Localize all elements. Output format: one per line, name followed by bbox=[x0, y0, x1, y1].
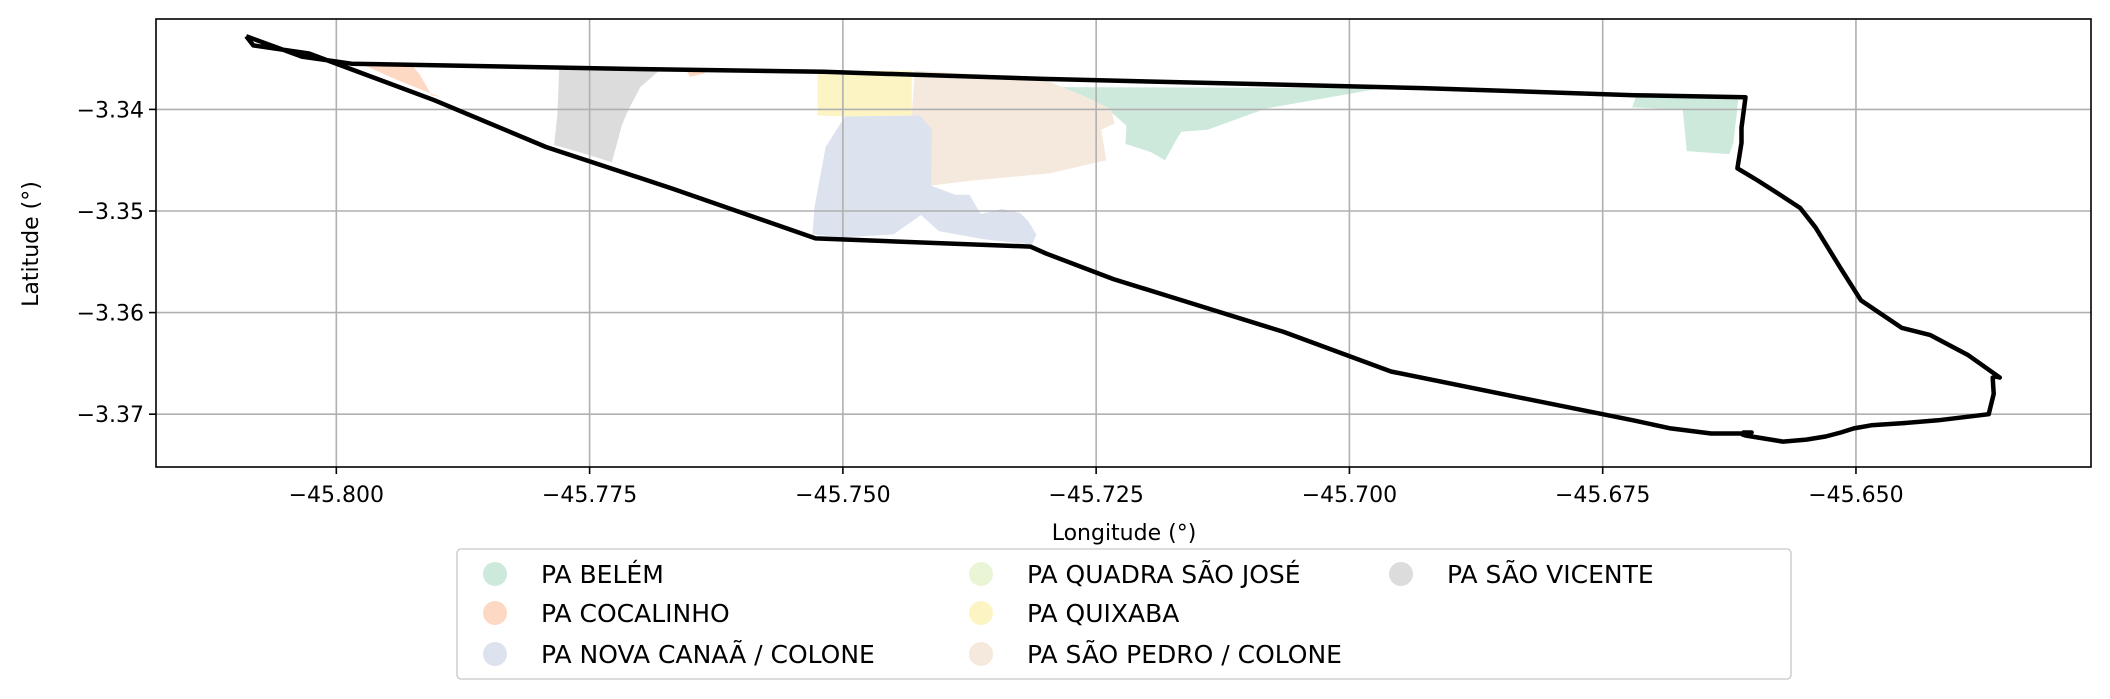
region-pa-cocalinho bbox=[358, 62, 441, 98]
legend-label-pa-sao-vicente: PA SÃO VICENTE bbox=[1447, 559, 1654, 589]
y-axis-title: Latitude (°) bbox=[19, 181, 44, 307]
legend-label-pa-sao-pedro-colone: PA SÃO PEDRO / COLONE bbox=[1027, 639, 1342, 669]
region-pa-belem bbox=[1055, 87, 1382, 161]
x-tick-label: −45.775 bbox=[542, 483, 637, 508]
legend-marker-pa-belem bbox=[483, 562, 507, 586]
y-tick-label: −3.34 bbox=[77, 98, 144, 123]
region-pa-sao-vicente bbox=[554, 66, 663, 163]
legend-label-pa-quadra-sao-jose: PA QUADRA SÃO JOSÉ bbox=[1027, 559, 1301, 589]
legend-label-pa-cocalinho: PA COCALINHO bbox=[541, 599, 730, 628]
legend-label-pa-belem: PA BELÉM bbox=[541, 560, 664, 589]
regions-layer bbox=[358, 62, 1739, 245]
region-pa-nova-canaa-colone bbox=[812, 115, 1037, 245]
x-tick-label: −45.725 bbox=[1048, 483, 1143, 508]
legend-frame bbox=[456, 548, 1792, 680]
x-tick-label: −45.750 bbox=[795, 483, 890, 508]
x-tick-label: −45.650 bbox=[1808, 483, 1903, 508]
legend-marker-pa-quadra-sao-jose bbox=[969, 562, 993, 586]
plot-frame bbox=[155, 18, 2092, 468]
x-tick-label: −45.800 bbox=[289, 483, 384, 508]
y-tick-label: −3.36 bbox=[77, 302, 144, 327]
legend: PA BELÉM PA COCALINHO PA NOVA CANAÃ / COLO… bbox=[456, 548, 1792, 680]
grid-layer bbox=[156, 19, 2091, 467]
region-pa-belem bbox=[1632, 96, 1739, 155]
legend-marker-pa-sao-pedro-colone bbox=[969, 642, 993, 666]
ticks-layer: −45.800 −45.775 −45.750 −45.725 −45.700 −45.6… bbox=[77, 98, 1904, 508]
x-axis-title: Longitude (°) bbox=[1052, 521, 1197, 546]
region-pa-sao-pedro-colone bbox=[911, 70, 1115, 186]
y-tick-label: −3.35 bbox=[77, 200, 144, 225]
legend-marker-pa-quixaba bbox=[969, 601, 993, 625]
legend-marker-pa-nova-canaa-colone bbox=[483, 642, 507, 666]
legend-marker-pa-cocalinho bbox=[483, 601, 507, 625]
x-tick-label: −45.700 bbox=[1302, 483, 1397, 508]
study-area-boundary bbox=[244, 34, 2003, 444]
legend-label-pa-quixaba: PA QUIXABA bbox=[1027, 599, 1179, 628]
legend-marker-pa-sao-vicente bbox=[1389, 562, 1413, 586]
region-pa-quixaba bbox=[817, 70, 912, 117]
legend-items: PA BELÉM PA COCALINHO PA NOVA CANAÃ / COLO… bbox=[483, 559, 1654, 669]
legend-label-pa-nova-canaa-colone: PA NOVA CANAÃ / COLONE bbox=[541, 639, 875, 669]
y-tick-label: −3.37 bbox=[77, 403, 144, 428]
x-tick-label: −45.675 bbox=[1555, 483, 1650, 508]
boundary-layer bbox=[244, 34, 2003, 444]
